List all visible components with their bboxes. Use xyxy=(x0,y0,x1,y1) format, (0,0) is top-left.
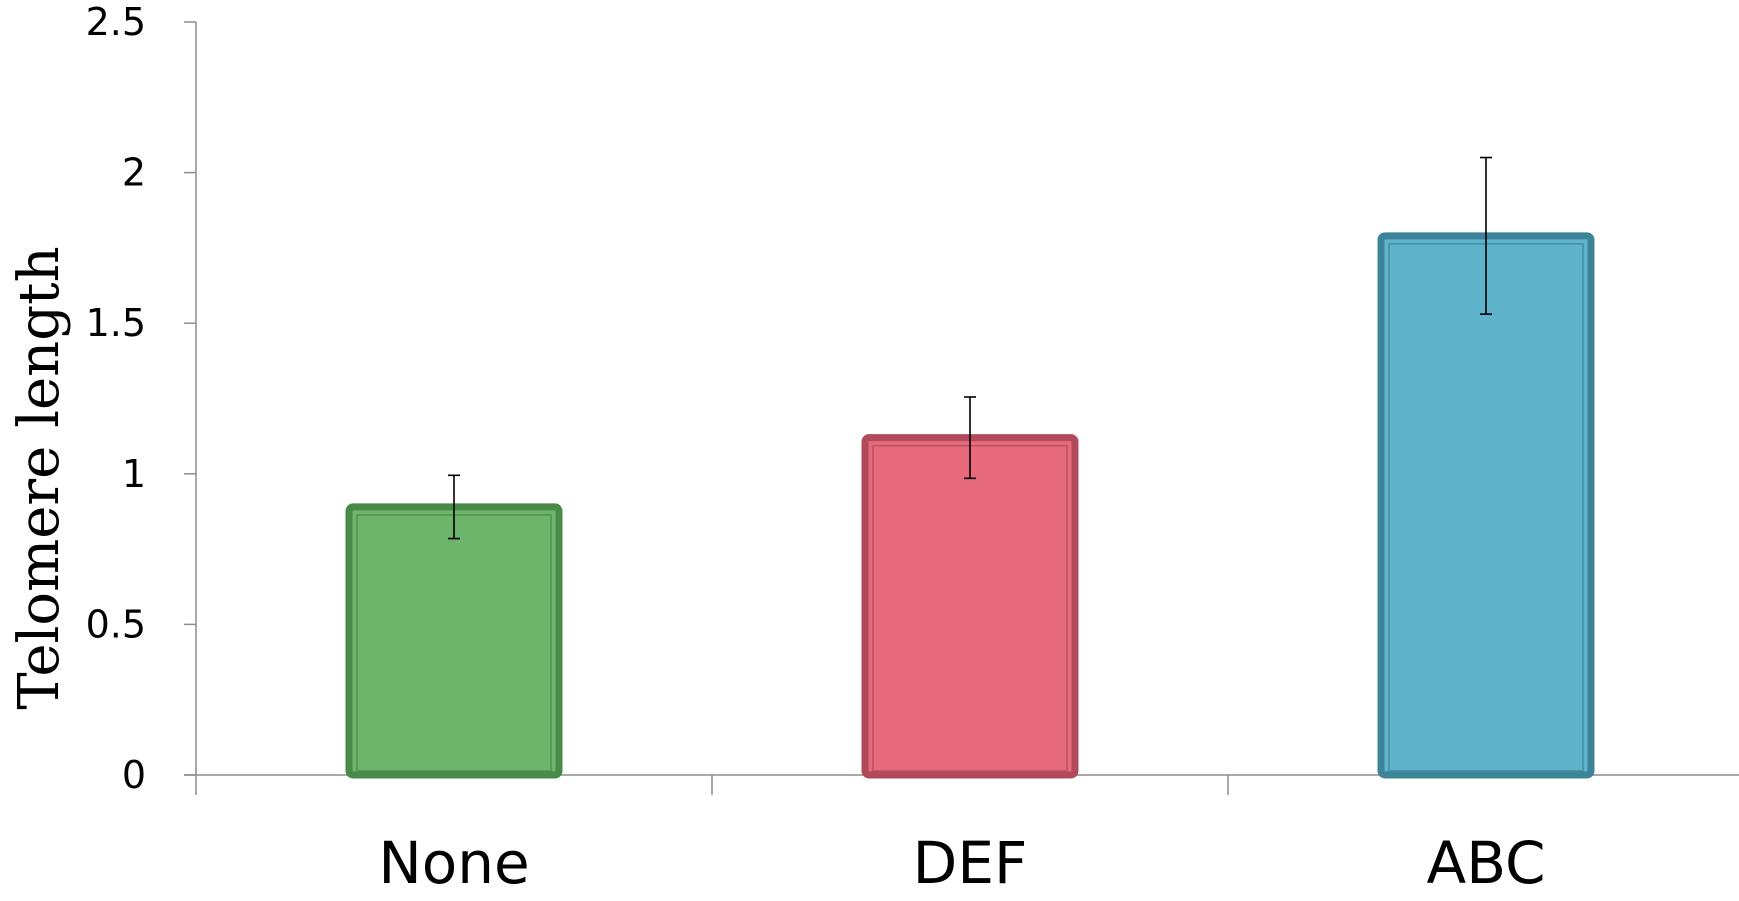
y-axis-label: Telomere length xyxy=(7,246,72,709)
y-tick-label: 2.5 xyxy=(86,0,146,44)
y-tick-label: 1 xyxy=(122,452,146,496)
bar xyxy=(345,503,563,779)
y-tick-label: 1.5 xyxy=(86,301,146,345)
x-tick-label: None xyxy=(378,829,529,896)
bars xyxy=(345,232,1595,779)
error-bars xyxy=(448,156,1492,540)
bar xyxy=(861,434,1079,779)
tick-labels: 0 0.5 1 1.5 2 2.5 None DEF ABC xyxy=(86,0,1546,897)
y-tick-label: 0 xyxy=(122,753,146,797)
x-tick-label: DEF xyxy=(913,829,1028,896)
bar xyxy=(1377,232,1595,779)
x-tick-label: ABC xyxy=(1427,829,1546,896)
y-tick-label: 0.5 xyxy=(86,602,146,646)
y-tick-label: 2 xyxy=(122,151,146,195)
